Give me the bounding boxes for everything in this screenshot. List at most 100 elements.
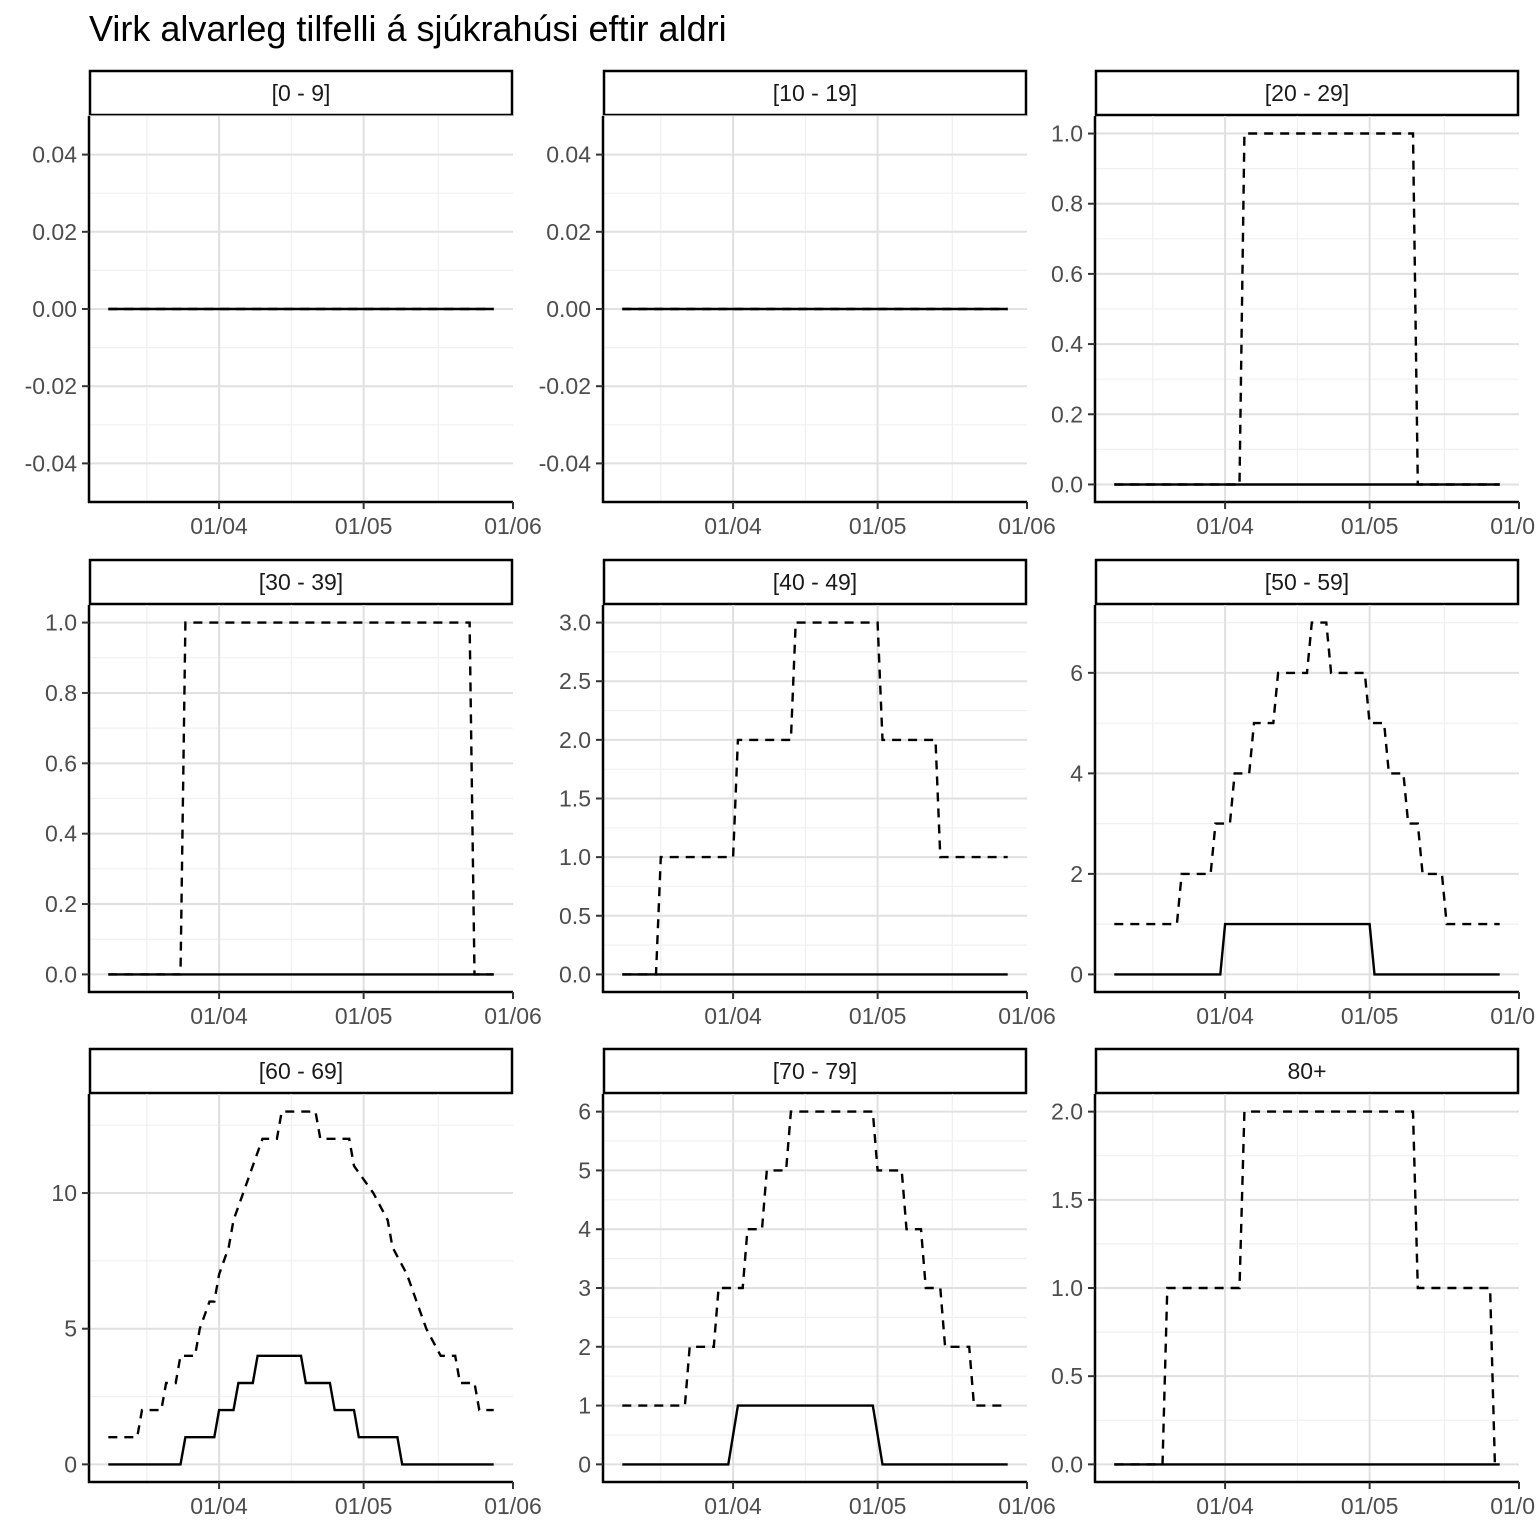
facet-panel: [30 - 39] 0.0 0.2 0.4 0.6 0.8 1.0 01/04 01/05 01/… bbox=[45, 558, 542, 1029]
y-tick-label: 6 bbox=[1070, 660, 1083, 686]
y-tick-label: 1 bbox=[578, 1393, 591, 1419]
x-tick-label: 01/04 bbox=[1196, 1003, 1254, 1029]
y-tick-label: 0.00 bbox=[32, 296, 77, 322]
y-tick-label: 10 bbox=[51, 1180, 77, 1206]
series-line-dashed bbox=[1114, 132, 1500, 486]
x-tick-label: 01/04 bbox=[1196, 1493, 1254, 1519]
y-tick-label: 2 bbox=[578, 1334, 591, 1360]
y-tick-label: 0 bbox=[64, 1451, 77, 1477]
y-tick-label: 0.0 bbox=[1051, 471, 1083, 497]
x-tick-label: 01/04 bbox=[190, 1493, 248, 1519]
x-tick-label: 01/06 bbox=[998, 1003, 1056, 1029]
facet-strip bbox=[88, 558, 514, 606]
y-tick-label: 0.0 bbox=[559, 961, 591, 987]
y-tick-label: 2 bbox=[1070, 861, 1083, 887]
facet-strip bbox=[1094, 69, 1520, 117]
series-line-dashed bbox=[1114, 621, 1500, 926]
facet-strip-label: [60 - 69] bbox=[259, 1058, 343, 1084]
y-tick-label: 3 bbox=[578, 1275, 591, 1301]
facet-panel: [60 - 69] 0 5 10 01/04 01/05 01/06 bbox=[51, 1047, 542, 1519]
y-tick-label: 0.4 bbox=[1051, 331, 1083, 357]
x-tick-label: 01/04 bbox=[704, 1493, 762, 1519]
x-tick-label: 01/05 bbox=[335, 513, 393, 539]
facet-panel: [10 - 19] -0.04 -0.02 0.00 0.02 0.04 01/04 01/0… bbox=[539, 69, 1056, 539]
x-tick-label: 01/04 bbox=[190, 513, 248, 539]
series-line-dashed bbox=[622, 1110, 1008, 1407]
y-tick-label: 0.5 bbox=[559, 903, 591, 929]
y-tick-label: 0.2 bbox=[45, 891, 77, 917]
x-tick-label: 01/05 bbox=[1341, 1493, 1399, 1519]
y-tick-label: 0.6 bbox=[1051, 261, 1083, 287]
x-tick-label: 01/06 bbox=[1490, 1003, 1536, 1029]
y-tick-label: 0.5 bbox=[1051, 1363, 1083, 1389]
y-tick-label: -0.04 bbox=[539, 450, 592, 476]
x-tick-label: 01/05 bbox=[335, 1003, 393, 1029]
y-tick-label: 5 bbox=[64, 1316, 77, 1342]
y-tick-label: 4 bbox=[1070, 760, 1083, 786]
x-tick-label: 01/04 bbox=[190, 1003, 248, 1029]
x-tick-label: 01/06 bbox=[1490, 513, 1536, 539]
x-tick-label: 01/05 bbox=[849, 513, 907, 539]
x-tick-label: 01/05 bbox=[1341, 1003, 1399, 1029]
y-tick-label: 0.8 bbox=[1051, 191, 1083, 217]
facet-panel: 80+ 0.0 0.5 1.0 1.5 2.0 01/04 01/05 01/06 bbox=[1051, 1047, 1536, 1519]
facet-panel: [70 - 79] 0 1 2 3 4 5 6 01/04 01/05 01/06 bbox=[578, 1047, 1056, 1519]
facet-panel: [20 - 29] 0.0 0.2 0.4 0.6 0.8 1.0 01/04 01/05 01/… bbox=[1051, 69, 1536, 539]
y-tick-label: 0.8 bbox=[45, 680, 77, 706]
series-line-dashed bbox=[1114, 1110, 1500, 1466]
facet-strip bbox=[88, 1047, 514, 1095]
y-tick-label: 0.02 bbox=[32, 219, 77, 245]
y-tick-label: 0.02 bbox=[546, 219, 591, 245]
y-tick-label: 0.0 bbox=[1051, 1451, 1083, 1477]
y-tick-label: 2.5 bbox=[559, 668, 591, 694]
x-tick-label: 01/04 bbox=[704, 513, 762, 539]
x-tick-label: 01/06 bbox=[1490, 1493, 1536, 1519]
facet-strip-label: [40 - 49] bbox=[773, 569, 857, 595]
series-line-solid bbox=[622, 1404, 1008, 1466]
chart-title: Virk alvarleg tilfelli á sjúkrahúsi efti… bbox=[89, 8, 727, 49]
series-line-dashed bbox=[108, 1110, 494, 1439]
series-line-solid bbox=[1114, 922, 1500, 976]
facet-panel: [40 - 49] 0.0 0.5 1.0 1.5 2.0 2.5 3.0 01/04 01/05… bbox=[559, 558, 1056, 1029]
facet-strip-label: 80+ bbox=[1287, 1058, 1326, 1084]
y-tick-label: 0.0 bbox=[45, 961, 77, 987]
x-tick-label: 01/06 bbox=[484, 1493, 542, 1519]
series-line-dashed bbox=[108, 621, 494, 976]
y-tick-label: 0.2 bbox=[1051, 401, 1083, 427]
y-tick-label: 3.0 bbox=[559, 610, 591, 636]
x-tick-label: 01/05 bbox=[849, 1493, 907, 1519]
y-tick-label: 0.6 bbox=[45, 750, 77, 776]
facet-strip-label: [70 - 79] bbox=[773, 1058, 857, 1084]
x-tick-label: 01/06 bbox=[484, 513, 542, 539]
y-tick-label: 0.4 bbox=[45, 821, 77, 847]
facet-strip bbox=[602, 69, 1028, 117]
facet-panel: [0 - 9] -0.04 -0.02 0.00 0.02 0.04 01/04 01/05 0… bbox=[25, 69, 542, 539]
y-tick-label: 4 bbox=[578, 1216, 591, 1242]
y-tick-label: 2.0 bbox=[1051, 1099, 1083, 1125]
y-tick-label: 1.0 bbox=[1051, 1275, 1083, 1301]
y-tick-label: -0.02 bbox=[25, 373, 77, 399]
y-tick-label: 0 bbox=[578, 1451, 591, 1477]
facet-strip bbox=[1094, 1047, 1520, 1095]
facet-strip-label: [0 - 9] bbox=[272, 80, 331, 106]
x-tick-label: 01/06 bbox=[998, 513, 1056, 539]
facet-strip-label: [50 - 59] bbox=[1265, 569, 1349, 595]
series-line-dashed bbox=[622, 621, 1008, 976]
y-tick-label: 1.0 bbox=[1051, 121, 1083, 147]
y-tick-label: 0 bbox=[1070, 961, 1083, 987]
x-tick-label: 01/05 bbox=[849, 1003, 907, 1029]
x-tick-label: 01/05 bbox=[335, 1493, 393, 1519]
y-tick-label: 0.04 bbox=[32, 142, 77, 168]
x-tick-label: 01/05 bbox=[1341, 513, 1399, 539]
y-tick-label: 1.5 bbox=[559, 786, 591, 812]
facet-panel: [50 - 59] 0 2 4 6 01/04 01/05 01/06 bbox=[1070, 558, 1536, 1029]
facet-strip bbox=[602, 1047, 1028, 1095]
facet-strip bbox=[602, 558, 1028, 606]
y-tick-label: 5 bbox=[578, 1157, 591, 1183]
facet-strip-label: [30 - 39] bbox=[259, 569, 343, 595]
y-tick-label: -0.02 bbox=[539, 373, 591, 399]
y-tick-label: 1.5 bbox=[1051, 1187, 1083, 1213]
y-tick-label: 0.04 bbox=[546, 142, 591, 168]
y-tick-label: 2.0 bbox=[559, 727, 591, 753]
